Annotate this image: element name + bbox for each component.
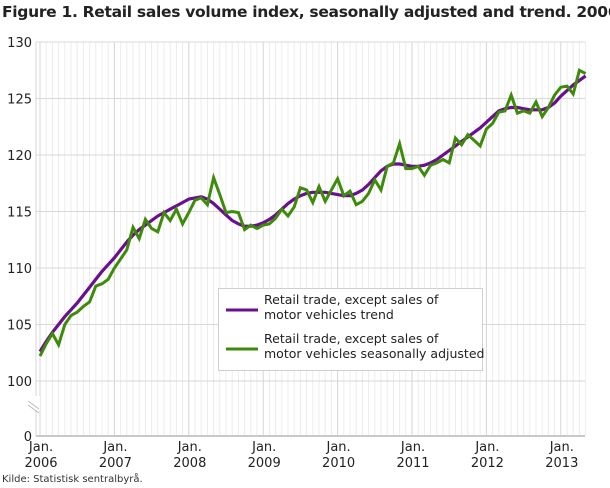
x-tick-label: Jan.: [326, 440, 351, 455]
legend-label: Retail trade, except sales of: [264, 292, 439, 307]
x-tick-label: 2010: [322, 456, 355, 471]
x-tick-label: 2012: [471, 456, 504, 471]
legend-box: [218, 288, 483, 371]
x-tick-label: Jan.: [474, 440, 499, 455]
series-lines: [38, 68, 587, 357]
x-tick-label: 2008: [173, 456, 206, 471]
x-tick-label: 2013: [545, 456, 578, 471]
legend-label: motor vehicles trend: [264, 307, 394, 322]
axis-break-mark: [27, 400, 40, 410]
legend-label: motor vehicles seasonally adjusted: [264, 346, 484, 361]
y-tick-label: 115: [7, 206, 32, 221]
source-note: Kilde: Statistisk sentralbyrå.: [2, 474, 143, 485]
x-tick-label: Jan.: [400, 440, 425, 455]
y-tick-label: 130: [7, 36, 32, 51]
y-tick-label: 120: [7, 149, 32, 164]
axis-break-mask: [28, 396, 40, 410]
x-tick-label: Jan.: [177, 440, 202, 455]
y-tick-label: 0: [24, 430, 32, 445]
y-tick-label: 105: [7, 319, 32, 334]
x-tick-label: 2009: [248, 456, 281, 471]
x-tick-label: 2007: [99, 456, 132, 471]
x-tick-label: 2011: [396, 456, 429, 471]
y-tick-label: 125: [7, 93, 32, 108]
legend-label: Retail trade, except sales of: [264, 331, 439, 346]
grid: [35, 41, 587, 437]
axis-break-mark: [27, 404, 40, 414]
y-tick-label: 100: [7, 375, 32, 390]
x-tick-label: Jan.: [549, 440, 574, 455]
x-axis: Jan.2006Jan.2007Jan.2008Jan.2009Jan.2010…: [24, 440, 578, 471]
x-tick-label: Jan.: [28, 440, 53, 455]
x-tick-label: Jan.: [102, 440, 127, 455]
y-axis: 0 100 105 110 115 120 125 130: [7, 36, 40, 445]
y-tick-label: 110: [7, 262, 32, 277]
x-tick-label: 2006: [24, 456, 57, 471]
chart-title: Figure 1. Retail sales volume index, sea…: [2, 3, 610, 21]
x-tick-label: Jan.: [251, 440, 276, 455]
series-line-seasonally-adjusted: [38, 68, 587, 357]
